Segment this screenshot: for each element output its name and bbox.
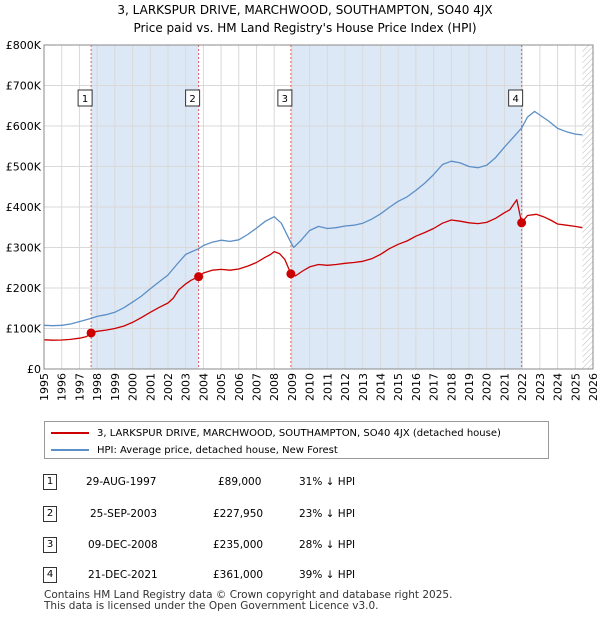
x-tick-label: 1996	[56, 373, 69, 401]
marker-label-box	[277, 89, 293, 107]
y-tick-label: £0	[27, 363, 41, 376]
y-tick-label: £800K	[6, 39, 42, 52]
transaction-price: £89,000	[218, 476, 262, 488]
legend-item-property: 3, LARKSPUR DRIVE, MARCHWOOD, SOUTHAMPTO…	[51, 425, 501, 441]
price-chart: 3, LARKSPUR DRIVE, MARCHWOOD, SOUTHAMPTO…	[6, 3, 600, 401]
x-tick-label: 2023	[534, 373, 547, 401]
x-tick-label: 2008	[268, 373, 281, 401]
transaction-date: 25-SEP-2003	[90, 508, 158, 520]
transaction-number-badge: 4	[43, 567, 57, 583]
marker-label-text: 4	[512, 94, 518, 105]
x-tick-label: 2021	[498, 373, 511, 401]
plot-border	[43, 44, 594, 370]
x-tick-label: 2017	[428, 373, 441, 401]
legend-item-hpi: HPI: Average price, detached house, New …	[51, 442, 338, 458]
x-tick-label: 2016	[410, 373, 423, 401]
series	[43, 110, 583, 341]
x-tick-label: 2009	[286, 373, 299, 401]
marker-label-box	[508, 89, 524, 107]
y-tick-label: £100K	[6, 323, 42, 336]
legend-swatch-property	[51, 432, 89, 434]
sale-point	[517, 218, 527, 228]
marker-label-text: 2	[189, 94, 195, 105]
chart-subtitle: Price paid vs. HM Land Registry's House …	[133, 21, 476, 35]
marker-label-text: 3	[282, 94, 288, 105]
x-tick-label: 2000	[127, 373, 140, 401]
sale-point	[194, 272, 204, 282]
x-tick-label: 2011	[321, 373, 334, 401]
footer-line-copyright: Contains HM Land Registry data © Crown c…	[44, 589, 453, 601]
x-tick-label: 2001	[144, 373, 157, 401]
y-tick-label: £700K	[6, 80, 42, 93]
y-tick-label: £500K	[6, 161, 42, 174]
x-tick-label: 2025	[569, 373, 582, 401]
legend-label-hpi: HPI: Average price, detached house, New …	[97, 444, 338, 456]
x-tick-label: 2002	[162, 373, 175, 401]
x-tick-label: 2014	[374, 373, 387, 401]
x-tick-label: 2007	[251, 373, 264, 401]
transaction-markers	[86, 218, 527, 338]
sale-point	[86, 328, 96, 338]
series-line-property	[43, 199, 583, 341]
transaction-date: 21-DEC-2021	[88, 569, 158, 581]
y-tick-label: £600K	[6, 120, 42, 133]
transaction-number-badge: 3	[43, 537, 57, 553]
marker-label-text: 1	[82, 94, 88, 105]
x-tick-label: 2018	[445, 373, 458, 401]
x-tick-label: 1997	[73, 373, 86, 401]
transaction-price: £235,000	[213, 539, 264, 551]
marker-label-box	[185, 89, 201, 107]
legend: 3, LARKSPUR DRIVE, MARCHWOOD, SOUTHAMPTO…	[44, 421, 549, 459]
x-tick-label: 2015	[392, 373, 405, 401]
x-tick-label: 2022	[516, 373, 529, 401]
transaction-hpi-diff: 23% ↓ HPI	[299, 508, 356, 520]
x-tick-label: 2004	[197, 373, 210, 401]
x-tick-label: 2013	[357, 373, 370, 401]
transaction-date: 29-AUG-1997	[86, 476, 157, 488]
x-tick-label: 2026	[587, 373, 600, 401]
legend-swatch-hpi	[51, 449, 89, 451]
transaction-date: 09-DEC-2008	[88, 539, 158, 551]
x-tick-label: 2006	[233, 373, 246, 401]
x-tick-label: 1995	[38, 373, 51, 401]
legend-label-property: 3, LARKSPUR DRIVE, MARCHWOOD, SOUTHAMPTO…	[97, 427, 501, 439]
transaction-hpi-diff: 28% ↓ HPI	[299, 539, 356, 551]
x-tick-label: 1998	[91, 373, 104, 401]
marker-label-box	[77, 89, 93, 107]
transaction-price: £361,000	[213, 569, 264, 581]
x-tick-label: 2019	[463, 373, 476, 401]
chart-title: 3, LARKSPUR DRIVE, MARCHWOOD, SOUTHAMPTO…	[117, 3, 492, 17]
axes: £0 £100K £200K £300K £400K £500K £600K £700K £80…	[6, 39, 600, 401]
transaction-number-badge: 2	[43, 506, 57, 522]
sale-point	[286, 269, 296, 279]
transaction-price: £227,950	[213, 508, 264, 520]
x-tick-label: 2003	[180, 373, 193, 401]
x-tick-label: 2024	[552, 373, 565, 401]
footer-line-licence: This data is licensed under the Open Gov…	[44, 600, 379, 612]
x-tick-label: 2012	[339, 373, 352, 401]
x-tick-label: 2020	[481, 373, 494, 401]
y-tick-label: £200K	[6, 282, 42, 295]
y-tick-label: £300K	[6, 242, 42, 255]
y-tick-label: £400K	[6, 201, 42, 214]
transaction-lines: 1 2 3 4	[77, 45, 524, 369]
transaction-number-badge: 1	[43, 474, 57, 490]
x-tick-label: 2005	[215, 373, 228, 401]
footer-attribution: Contains HM Land Registry data © Crown c…	[44, 590, 452, 612]
transaction-hpi-diff: 39% ↓ HPI	[299, 569, 356, 581]
x-tick-label: 2010	[304, 373, 317, 401]
transaction-hpi-diff: 31% ↓ HPI	[299, 476, 356, 488]
series-line-hpi	[43, 110, 583, 327]
x-tick-label: 1999	[109, 373, 122, 401]
